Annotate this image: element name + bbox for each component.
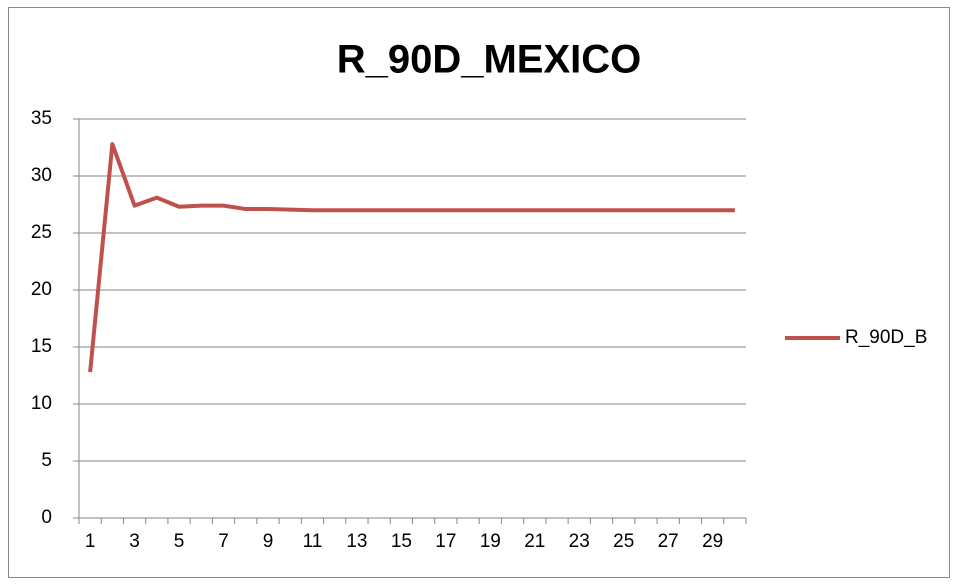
x-tick-label: 29 bbox=[702, 531, 723, 552]
x-tick-label: 23 bbox=[569, 531, 590, 552]
y-tick-label: 15 bbox=[31, 336, 52, 357]
chart-border bbox=[8, 7, 950, 578]
x-tick-label: 27 bbox=[658, 531, 679, 552]
x-tick-label: 9 bbox=[263, 531, 274, 552]
x-tick-label: 1 bbox=[85, 531, 96, 552]
x-tick-label: 19 bbox=[480, 531, 501, 552]
x-tick-label: 3 bbox=[129, 531, 140, 552]
x-tick-label: 7 bbox=[218, 531, 229, 552]
y-tick-label: 0 bbox=[41, 507, 52, 528]
y-tick-label: 10 bbox=[31, 393, 52, 414]
x-tick-label: 5 bbox=[174, 531, 185, 552]
y-tick-label: 30 bbox=[31, 165, 52, 186]
x-tick-label: 17 bbox=[435, 531, 456, 552]
legend-label: R_90D_B bbox=[845, 327, 927, 348]
x-tick-label: 11 bbox=[303, 531, 323, 552]
chart-title: R_90D_MEXICO bbox=[337, 38, 642, 82]
y-tick-label: 35 bbox=[31, 108, 52, 129]
x-tick-label: 13 bbox=[346, 531, 367, 552]
y-tick-label: 25 bbox=[31, 222, 52, 243]
y-tick-label: 5 bbox=[41, 450, 52, 471]
x-tick-label: 15 bbox=[391, 531, 412, 552]
x-tick-label: 21 bbox=[524, 531, 545, 552]
y-tick-label: 20 bbox=[31, 279, 52, 300]
data-line bbox=[88, 142, 735, 373]
x-tick-label: 25 bbox=[613, 531, 634, 552]
